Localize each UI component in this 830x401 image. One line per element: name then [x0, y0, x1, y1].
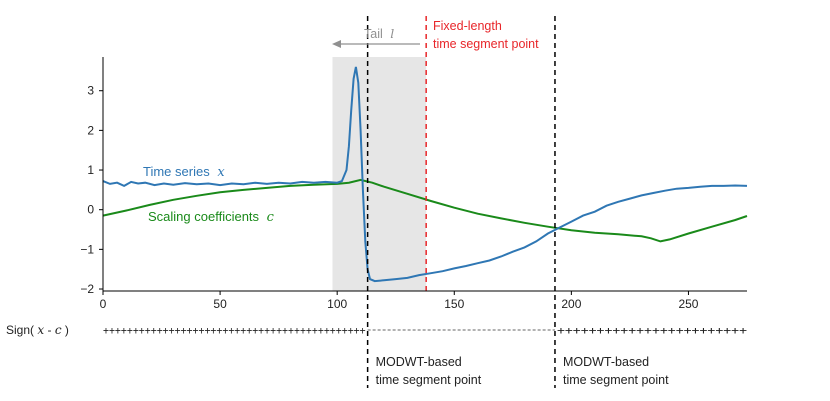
- modwt-label-1-line2: time segment point: [376, 373, 482, 387]
- sign-label-c: c: [55, 323, 62, 337]
- series-label-scaling-symbol: c: [267, 210, 275, 225]
- fixed-length-label-line2: time segment point: [433, 37, 539, 51]
- sign-plus-right: ++++++++++++++++++++++++: [557, 324, 747, 337]
- x-tick-label: 200: [561, 297, 581, 311]
- series-label-scaling-coefficients: Scaling coefficients c: [148, 209, 275, 225]
- y-tick-label: 2: [87, 123, 94, 137]
- modwt-label-1-line1: MODWT-based: [376, 355, 462, 369]
- modwt-label-2-line2: time segment point: [563, 373, 669, 387]
- tail-shaded-region: [332, 57, 427, 291]
- sign-label-mid: -: [47, 323, 54, 337]
- tail-label: Tail l: [364, 26, 394, 41]
- y-tick-label: −2: [80, 282, 94, 296]
- sign-label-prefix: Sign(: [6, 323, 34, 337]
- series-label-time-series: Time series x: [143, 164, 225, 180]
- sign-label-suffix: ): [65, 323, 69, 337]
- sign-row-label: Sign( x - c ): [6, 323, 69, 337]
- x-tick-label: 100: [327, 297, 347, 311]
- x-tick-label: 50: [213, 297, 227, 311]
- tail-arrow-head: [332, 40, 341, 48]
- series-label-time-series-symbol: x: [217, 165, 225, 180]
- x-ticks: 0 50 100 150 200 250: [100, 291, 699, 311]
- sign-plus-left: ++++++++++++++++++++++++++++++++++++++++…: [103, 324, 366, 337]
- series-label-scaling-prefix: Scaling coefficients: [148, 209, 260, 224]
- y-tick-label: 1: [87, 163, 94, 177]
- tail-label-symbol: l: [390, 26, 394, 41]
- x-tick-label: 0: [100, 297, 107, 311]
- y-tick-label: 3: [87, 84, 94, 98]
- tail-label-prefix: Tail: [364, 27, 383, 41]
- fixed-length-label-line1: Fixed-length: [433, 19, 502, 33]
- sign-label-x: x: [37, 323, 44, 337]
- y-ticks: −2 −1 0 1 2 3: [80, 84, 103, 296]
- y-tick-label: −1: [80, 242, 94, 256]
- x-tick-label: 250: [678, 297, 698, 311]
- series-label-time-series-prefix: Time series: [143, 164, 210, 179]
- y-tick-label: 0: [87, 203, 94, 217]
- x-tick-label: 150: [444, 297, 464, 311]
- series-line-scaling-coefficients: [102, 178, 748, 243]
- modwt-label-2-line1: MODWT-based: [563, 355, 649, 369]
